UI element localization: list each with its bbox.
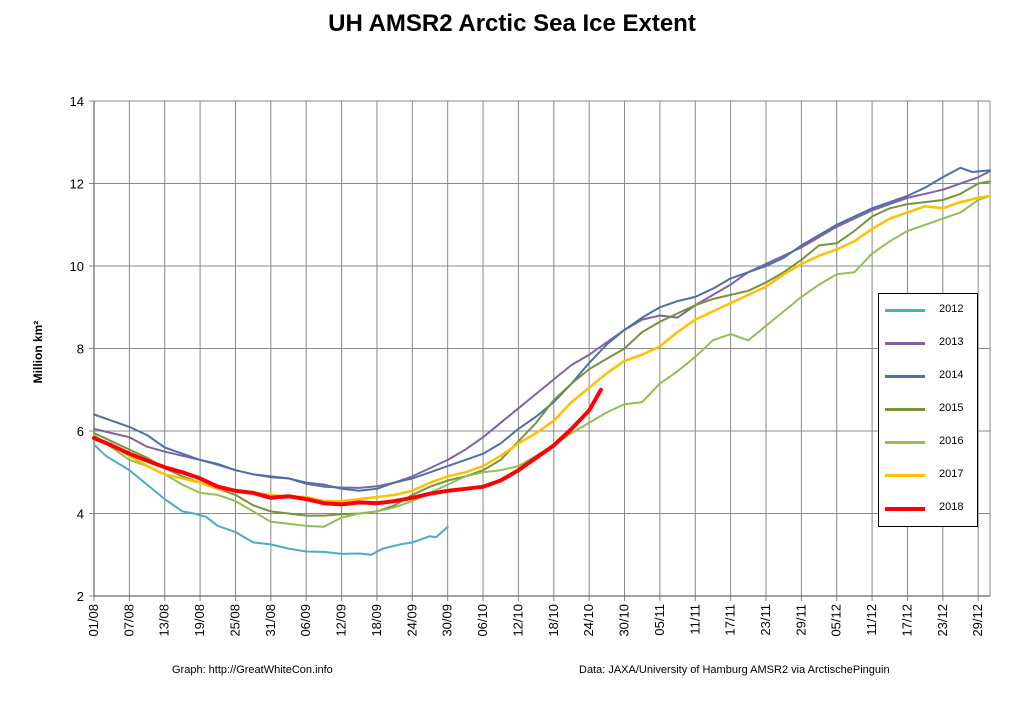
chart-title: UH AMSR2 Arctic Sea Ice Extent [328, 10, 696, 37]
series-line-2013 [93, 170, 991, 489]
y-tick-label: 8 [77, 342, 84, 357]
legend-swatch [885, 507, 925, 511]
chart-legend: 2012 2013 2014 2015 2016 2017 2018 [878, 293, 978, 527]
legend-item-2017: 2017 [885, 465, 977, 485]
legend-swatch [885, 408, 925, 411]
series-line-2015 [93, 180, 991, 517]
y-tick-label: 10 [70, 259, 84, 274]
legend-label: 2018 [939, 501, 964, 513]
axes [89, 100, 990, 601]
x-tick-label: 12/10 [510, 604, 525, 637]
legend-item-2016: 2016 [885, 432, 977, 452]
x-tick-label: 06/09 [298, 604, 313, 637]
legend-swatch [885, 342, 925, 345]
legend-label: 2014 [939, 369, 964, 381]
series-line-2016 [93, 194, 991, 528]
legend-label: 2013 [939, 336, 964, 348]
x-tick-label: 24/09 [404, 604, 419, 637]
legend-item-2013: 2013 [885, 333, 977, 353]
data-source-credit: Data: JAXA/University of Hamburg AMSR2 v… [579, 664, 890, 676]
legend-label: 2015 [939, 402, 964, 414]
legend-item-2018: 2018 [885, 498, 977, 518]
x-tick-label: 01/08 [86, 604, 101, 637]
y-tick-label: 6 [77, 424, 84, 439]
tick-labels: 2 4 6 8 10 12 14 01/08 07/08 13/08 19/08 25/08 31/08… [70, 94, 986, 637]
y-tick-label: 2 [77, 589, 84, 604]
x-tick-label: 11/11 [687, 604, 702, 635]
legend-swatch [885, 474, 925, 477]
legend-label: 2012 [939, 303, 964, 315]
series-lines [92, 166, 992, 556]
legend-item-2015: 2015 [885, 399, 977, 419]
x-tick-label: 31/08 [263, 604, 278, 637]
legend-label: 2016 [939, 435, 964, 447]
x-tick-label: 30/09 [440, 604, 455, 637]
y-tick-label: 14 [70, 94, 84, 109]
y-axis-label: Million km² [31, 321, 45, 384]
legend-item-2012: 2012 [885, 300, 977, 320]
grid-lines [93, 100, 991, 597]
x-tick-label: 25/08 [227, 604, 242, 637]
series-line-2014 [93, 166, 991, 492]
x-tick-label: 18/09 [369, 604, 384, 637]
y-tick-label: 12 [70, 177, 84, 192]
x-tick-label: 11/12 [864, 604, 879, 636]
x-tick-label: 29/11 [793, 604, 808, 636]
x-tick-label: 06/10 [475, 604, 490, 637]
x-tick-label: 05/11 [652, 604, 667, 636]
series-line-2012 [93, 443, 449, 556]
x-tick-label: 29/12 [970, 604, 985, 637]
legend-swatch [885, 441, 925, 444]
x-tick-label: 23/11 [758, 604, 773, 636]
x-tick-label: 23/12 [935, 604, 950, 637]
x-tick-label: 17/11 [723, 604, 738, 636]
x-tick-label: 24/10 [581, 604, 596, 637]
x-tick-label: 05/12 [829, 604, 844, 637]
x-tick-label: 18/10 [546, 604, 561, 637]
x-tick-label: 13/08 [157, 604, 172, 637]
legend-item-2014: 2014 [885, 366, 977, 386]
x-tick-label: 30/10 [617, 604, 632, 637]
legend-swatch [885, 309, 925, 312]
x-tick-label: 12/09 [334, 604, 349, 637]
y-tick-label: 4 [77, 507, 84, 522]
x-tick-label: 19/08 [192, 604, 207, 637]
legend-swatch [885, 375, 925, 378]
legend-label: 2017 [939, 468, 964, 480]
x-tick-label: 17/12 [899, 604, 914, 637]
x-tick-label: 07/08 [121, 604, 136, 637]
graph-credit: Graph: http://GreatWhiteCon.info [172, 664, 333, 676]
series-line-2018 [92, 387, 603, 507]
